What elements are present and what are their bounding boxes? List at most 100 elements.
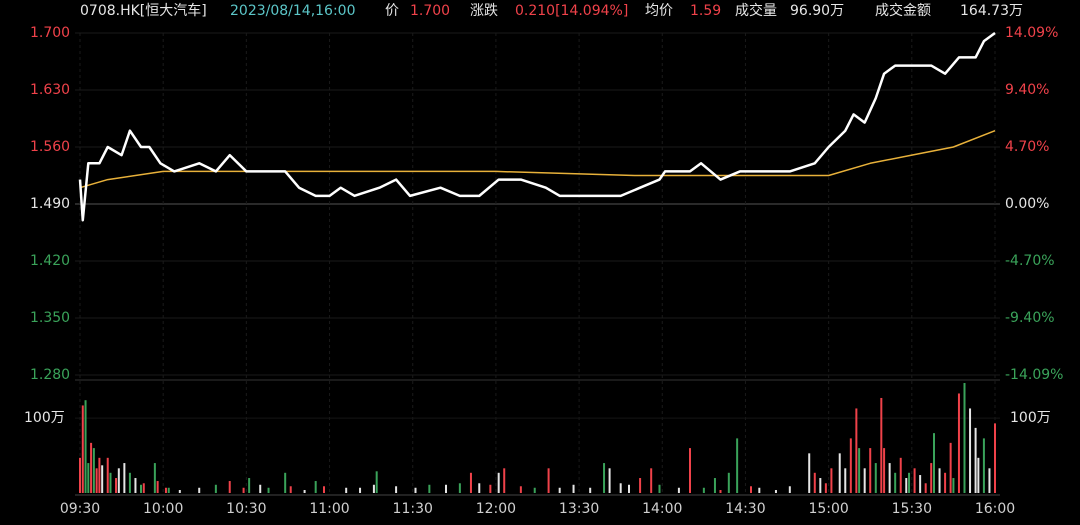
volume-bar [242, 487, 245, 493]
volume-bar [228, 481, 231, 493]
volume-bar [95, 468, 98, 493]
volume-bar [974, 427, 977, 493]
header-item: 价 [385, 3, 399, 19]
header-item: 2023/08/14,16:00 [230, 3, 356, 19]
volume-bar [519, 486, 522, 493]
header-item: 均价 [645, 3, 673, 19]
volume-bar [92, 448, 95, 493]
volume-bar [736, 438, 739, 493]
volume-bar [619, 483, 622, 493]
volume-bar [375, 471, 378, 493]
x-tick-label: 14:00 [642, 501, 682, 517]
volume-bar [982, 438, 985, 493]
volume-bar [90, 442, 93, 493]
volume-bar [267, 487, 270, 493]
volume-bar [547, 468, 550, 493]
y-tick-label: 1.700 [30, 25, 70, 41]
price-line [78, 31, 996, 222]
volume-bar [106, 457, 109, 493]
volume-bar [428, 484, 431, 493]
volume-bar [944, 472, 947, 493]
volume-bar [830, 468, 833, 493]
x-tick-label: 16:00 [975, 501, 1015, 517]
volume-bar [115, 478, 118, 493]
volume-tick-label: 100万 [24, 410, 65, 426]
volume-bar [819, 478, 822, 493]
volume-bar [558, 487, 561, 493]
volume-bar [503, 468, 506, 493]
volume-bar [79, 457, 81, 493]
volume-bar [719, 490, 722, 493]
volume-bar [899, 457, 902, 493]
volume-bar [628, 484, 630, 493]
volume-bar [824, 483, 827, 493]
y-tick-label: 1.350 [30, 310, 70, 326]
volume-bar [963, 383, 966, 493]
volume-bar [142, 483, 145, 493]
volume-bar [156, 481, 159, 493]
y-tick-label: 1.560 [30, 139, 70, 155]
volume-bar [214, 484, 217, 493]
x-tick-label: 10:00 [143, 501, 183, 517]
header-item: 96.90万 [790, 3, 844, 19]
volume-bar [289, 486, 292, 493]
volume-bar [81, 405, 84, 493]
volume-bar [650, 468, 653, 493]
volume-bar [314, 481, 317, 493]
volume-bar [883, 448, 886, 493]
volume-bar [395, 486, 398, 493]
header-item: 涨跌 [470, 3, 498, 19]
volume-bar [874, 463, 877, 493]
volume-bar [957, 393, 960, 493]
x-tick-label: 12:00 [476, 501, 516, 517]
volume-bar [994, 423, 996, 493]
volume-bar [303, 490, 306, 493]
volume-bar [888, 463, 891, 493]
volume-bar [977, 457, 980, 493]
volume-bar [677, 487, 680, 493]
x-tick-label: 11:00 [309, 501, 349, 517]
volume-bar [497, 472, 500, 493]
volume-bar [924, 483, 927, 493]
volume-bar [713, 478, 716, 493]
volume-bar [153, 463, 156, 493]
volume-bar [572, 484, 575, 493]
volume-bar [533, 487, 536, 493]
volume-bar [458, 483, 461, 493]
volume-bar [128, 472, 131, 493]
header-item: 成交量 [735, 2, 777, 19]
volume-bar [98, 457, 101, 493]
volume-bar [919, 475, 922, 493]
y-tick-label: 1.490 [30, 196, 70, 212]
y2-tick-label: 9.40% [1005, 82, 1049, 98]
volume-bar [87, 463, 90, 493]
volume-bar [727, 472, 730, 493]
y-tick-label: 1.420 [30, 253, 70, 269]
volume-bar [913, 468, 916, 493]
x-tick-label: 11:30 [393, 501, 433, 517]
volume-bar [880, 397, 883, 493]
volume-bar [758, 487, 761, 493]
volume-bar [838, 453, 841, 493]
y-tick-label: 1.280 [30, 367, 70, 383]
volume-bar [134, 478, 137, 493]
volume-bar [774, 490, 777, 493]
volume-bar [414, 487, 417, 493]
y2-tick-label: -4.70% [1005, 253, 1055, 269]
volume-bar [109, 472, 112, 493]
volume-bar [952, 478, 955, 493]
volume-bar [323, 486, 325, 493]
y2-tick-label: 0.00% [1005, 196, 1049, 212]
volume-bar [84, 400, 87, 493]
volume-bar [101, 465, 104, 493]
volume-bar [938, 468, 941, 493]
volume-bar [469, 472, 472, 493]
volume-bar [689, 448, 691, 493]
volume-bar [788, 486, 791, 493]
volume-bar [284, 472, 287, 493]
volume-bar [178, 490, 181, 493]
x-tick-label: 15:30 [892, 501, 932, 517]
volume-bar [894, 472, 897, 493]
